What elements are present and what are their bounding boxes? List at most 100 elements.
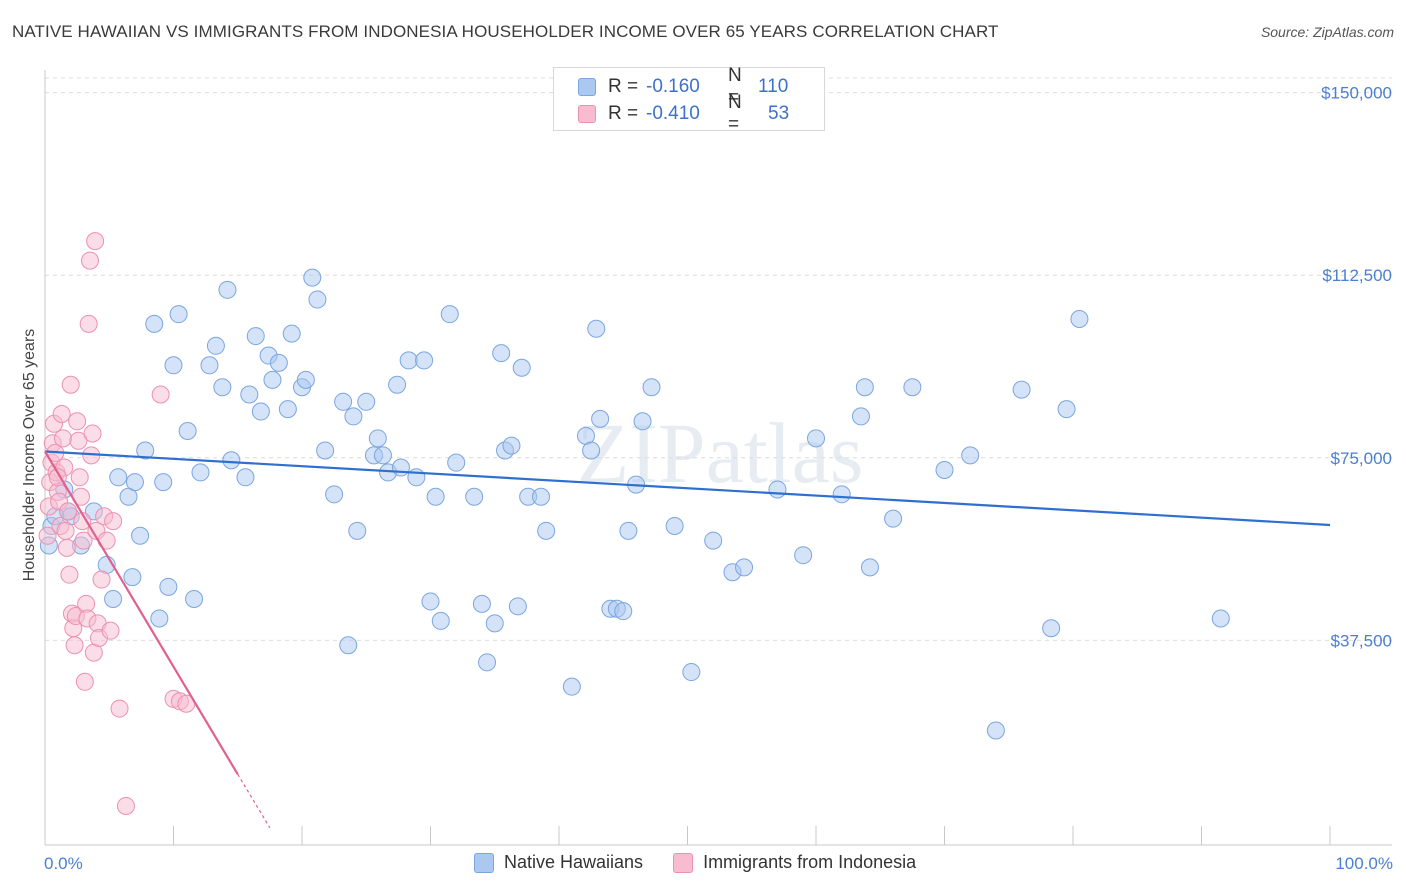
data-point [131,526,150,545]
data-point [614,602,633,621]
data-point [104,512,123,531]
data-point [426,487,445,506]
data-point [704,531,723,550]
series-native-hawaiians [39,268,1230,740]
data-point [512,358,531,377]
data-point [125,473,144,492]
y-tick-label: $75,000 [1331,449,1392,468]
data-point [508,597,527,616]
data-point [79,314,98,333]
data-point [69,431,88,450]
data-point [472,594,491,613]
data-point [334,392,353,411]
data-point [961,446,980,465]
data-point [807,429,825,448]
data-point [431,611,450,630]
data-point [591,409,610,428]
data-point [768,480,787,499]
y-axis-label: Householder Income Over 65 years [21,329,38,582]
data-point [164,356,183,375]
n-label: N = [728,92,742,135]
data-point [316,441,335,460]
data-point [296,370,315,389]
data-point [56,521,75,540]
data-point [447,453,466,472]
data-point [70,468,89,487]
data-point [373,446,392,465]
r-label: R = [608,76,639,97]
data-point [178,422,197,441]
r-value: -0.160 [646,76,700,97]
legend-row-native-hawaiians: R = -0.160 N = 110 [578,65,789,108]
data-point [502,436,521,455]
data-point [1057,400,1076,419]
data-point [251,402,270,421]
data-point [794,546,813,565]
data-point [38,526,57,545]
data-point [101,621,120,640]
chart-title: NATIVE HAWAIIAN VS IMMIGRANTS FROM INDON… [12,22,999,41]
data-point [57,538,76,557]
data-point [59,502,78,521]
grid [45,77,1392,641]
data-point [357,392,376,411]
data-point [344,407,363,426]
y-tick-label: $112,500 [1322,266,1392,285]
legend-item-immigrants-from-indonesia[interactable]: Immigrants from Indonesia [673,852,916,873]
data-point [388,375,407,394]
n-value: 53 [768,103,790,124]
data-point [485,614,504,633]
data-point [109,468,128,487]
data-point [325,485,344,504]
data-point [1042,619,1061,638]
data-point [246,327,265,346]
data-point [116,796,135,815]
data-point [213,378,232,397]
data-point [303,268,322,287]
data-point [851,407,870,426]
data-point [191,463,210,482]
legend-swatch-pink [673,852,694,873]
data-point [492,344,511,363]
data-point [1211,609,1230,628]
legend-swatch-blue [474,852,494,873]
data-point [339,636,358,655]
data-point [642,378,661,397]
data-point [53,429,72,448]
data-point [735,558,754,577]
data-point [884,509,903,528]
data-point [104,590,123,609]
legend-swatch-blue [578,78,596,96]
legend-item-native-hawaiians[interactable]: Native Hawaiians [474,852,643,873]
legend-swatch-pink [578,105,596,123]
data-point [86,232,105,251]
data-point [136,441,155,460]
data-point [348,521,367,540]
data-point [832,485,851,504]
data-point [415,351,434,370]
data-point [399,351,418,370]
legend-label: Native Hawaiians [504,852,644,872]
n-value: 110 [758,76,789,97]
correlation-legend: R = -0.160 N = 110 R = -0.410 N = 53 [553,65,825,135]
data-point [391,458,410,477]
data-point [478,653,497,672]
data-point [278,400,297,419]
data-point [855,378,874,397]
y-tick-label: $150,000 [1321,84,1392,103]
series-immigrants-from-indonesia [38,232,196,815]
data-point [52,404,71,423]
x-tick-label: 100.0% [1335,854,1393,873]
data-point [83,424,102,443]
data-point [860,558,879,577]
trend-lines [44,450,1331,829]
data-point [619,521,638,540]
data-point [421,592,440,611]
r-label: R = [608,103,639,124]
legend-label: Immigrants from Indonesia [703,852,917,872]
data-point [110,699,129,718]
data-point [240,385,259,404]
data-point [582,441,601,460]
data-point [587,319,606,338]
data-point [206,336,225,355]
